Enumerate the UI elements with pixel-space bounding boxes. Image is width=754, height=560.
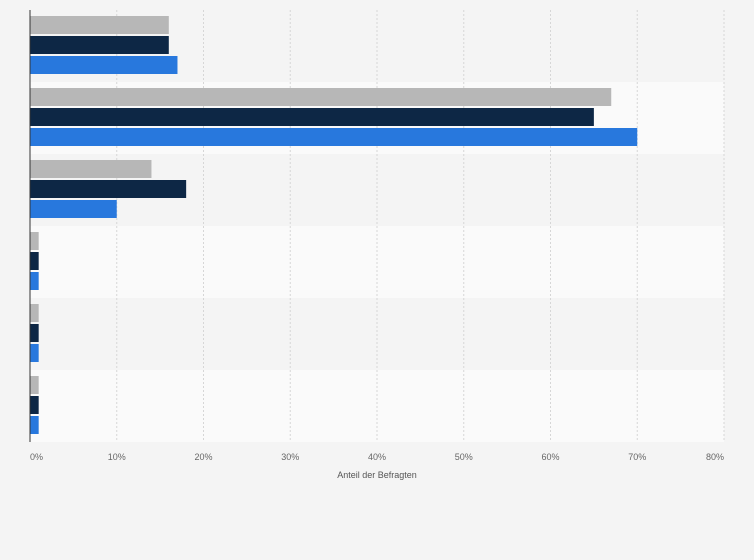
bar-cat3-series3 [30, 200, 117, 218]
x-tick-label-4: 40% [368, 452, 386, 462]
bar-cat3-series2 [30, 180, 187, 198]
x-tick-label-3: 30% [281, 452, 299, 462]
bar-cat1-series3 [30, 56, 178, 74]
gridlines [116, 10, 725, 442]
bars [30, 16, 638, 434]
bar-cat1-series2 [30, 36, 169, 54]
bar-cat4-series2 [30, 252, 39, 270]
x-tick-label-6: 60% [541, 452, 559, 462]
bar-cat1-series1 [30, 16, 169, 34]
x-tick-label-0: 0% [30, 452, 43, 462]
bar-cat5-series2 [30, 324, 39, 342]
bar-cat5-series3 [30, 344, 39, 362]
x-tick-label-5: 50% [455, 452, 473, 462]
bar-cat6-series1 [30, 376, 39, 394]
x-tick-label-7: 70% [628, 452, 646, 462]
bar-cat4-series1 [30, 232, 39, 250]
bar-cat2-series3 [30, 128, 638, 146]
x-axis-title: Anteil der Befragten [337, 470, 417, 480]
bar-cat2-series1 [30, 88, 612, 106]
bar-cat4-series3 [30, 272, 39, 290]
bar-cat6-series2 [30, 396, 39, 414]
bar-cat2-series2 [30, 108, 594, 126]
x-tick-label-8: 80% [706, 452, 724, 462]
bar-cat5-series1 [30, 304, 39, 322]
bar-cat6-series3 [30, 416, 39, 434]
x-tick-label-1: 10% [108, 452, 126, 462]
x-tick-label-2: 20% [194, 452, 212, 462]
bar-cat3-series1 [30, 160, 152, 178]
x-tick-labels: 0% 10% 20% 30% 40% 50% 60% 70% 80% [30, 452, 724, 462]
